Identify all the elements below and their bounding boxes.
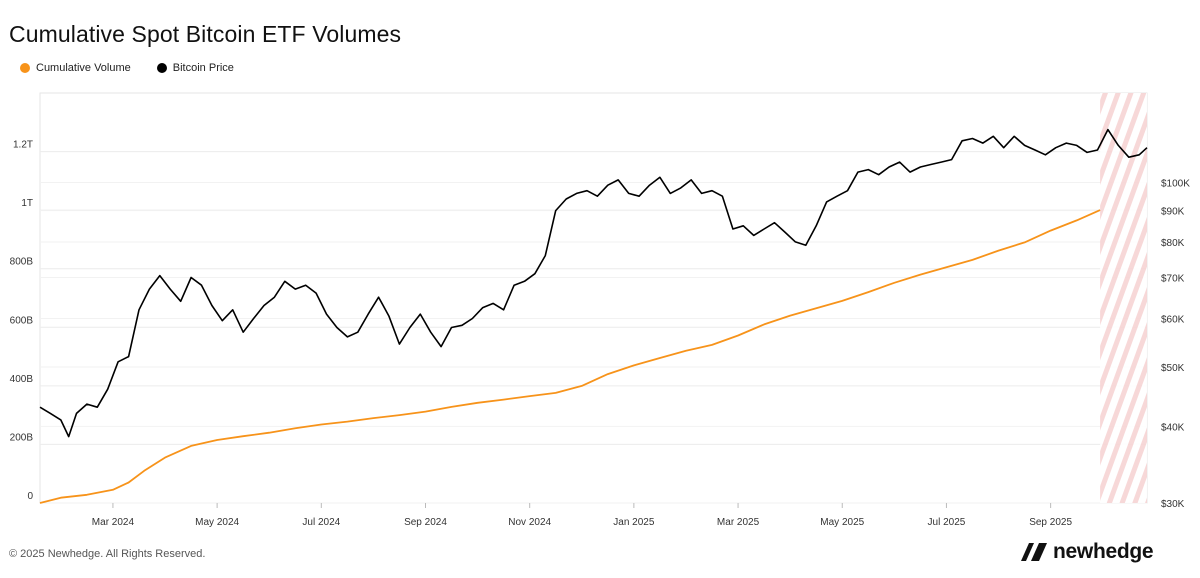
x-tick-label: May 2025 xyxy=(820,517,864,528)
copyright-footer: © 2025 Newhedge. All Rights Reserved. xyxy=(9,548,206,560)
newhedge-logo-icon xyxy=(1021,543,1047,561)
right-tick-label: $90K xyxy=(1161,207,1185,218)
left-tick-label: 1T xyxy=(21,198,33,209)
right-tick-label: $30K xyxy=(1161,499,1185,510)
x-tick-label: Nov 2024 xyxy=(508,517,551,528)
legend-swatch-price xyxy=(156,63,167,73)
legend-label-volume: Cumulative Volume xyxy=(36,62,131,74)
x-tick-label: Jan 2025 xyxy=(613,517,655,528)
legend-item-cumulative-volume[interactable]: Cumulative Volume xyxy=(20,62,131,74)
x-tick-label: Jul 2024 xyxy=(302,517,340,528)
x-tick-label: Mar 2024 xyxy=(92,517,135,528)
right-tick-label: $70K xyxy=(1161,273,1185,284)
right-tick-label: $80K xyxy=(1161,238,1185,249)
series-bitcoin-price-line[interactable] xyxy=(39,128,1148,438)
left-tick-label: 800B xyxy=(10,257,34,268)
left-tick-label: 200B xyxy=(10,432,34,443)
hatched-region xyxy=(1100,93,1147,503)
x-tick-label: Sep 2024 xyxy=(404,517,447,528)
x-tick-label: May 2024 xyxy=(195,517,239,528)
brand-name: newhedge xyxy=(1053,540,1154,563)
legend-label-price: Bitcoin Price xyxy=(172,62,234,74)
right-tick-label: $40K xyxy=(1161,422,1185,433)
legend-swatch-volume xyxy=(20,63,30,73)
right-tick-label: $60K xyxy=(1161,315,1185,326)
left-tick-label: 400B xyxy=(10,374,34,385)
legend: Cumulative Volume Bitcoin Price xyxy=(20,62,234,74)
x-tick-label: Sep 2025 xyxy=(1029,517,1072,528)
series-cumulative-volume-line[interactable] xyxy=(39,209,1101,504)
newhedge-logo[interactable]: newhedge xyxy=(1021,540,1154,564)
plot-frame xyxy=(39,92,1148,504)
right-tick-label: $50K xyxy=(1161,363,1185,374)
chart-title: Cumulative Spot Bitcoin ETF Volumes xyxy=(9,21,402,47)
right-tick-label: $100K xyxy=(1161,179,1190,190)
left-tick-label: 0 xyxy=(27,491,33,502)
x-tick-label: Jul 2025 xyxy=(928,517,966,528)
left-tick-label: 600B xyxy=(10,315,34,326)
x-tick-label: Mar 2025 xyxy=(717,517,760,528)
left-tick-label: 1.2T xyxy=(13,140,33,151)
legend-item-bitcoin-price[interactable]: Bitcoin Price xyxy=(156,62,234,74)
